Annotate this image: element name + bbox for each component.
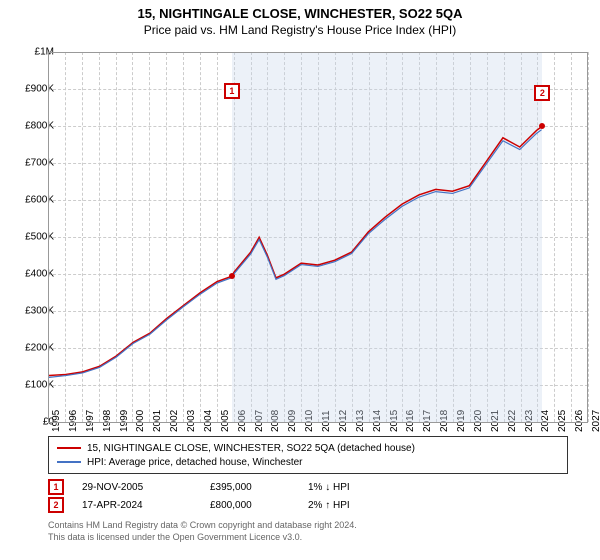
legend-row: HPI: Average price, detached house, Winc…: [57, 455, 559, 469]
tx-marker-icon: 2: [48, 497, 64, 513]
tx-price: £395,000: [210, 482, 290, 493]
container: 15, NIGHTINGALE CLOSE, WINCHESTER, SO22 …: [0, 0, 600, 560]
table-row: 1 29-NOV-2005 £395,000 1% ↓ HPI: [48, 478, 568, 496]
transaction-table: 1 29-NOV-2005 £395,000 1% ↓ HPI 2 17-APR…: [48, 478, 568, 514]
footer-line: Contains HM Land Registry data © Crown c…: [48, 520, 357, 532]
plot-svg: [48, 52, 588, 423]
chart-marker-icon: 2: [534, 85, 550, 101]
legend: 15, NIGHTINGALE CLOSE, WINCHESTER, SO22 …: [48, 436, 568, 474]
chart-area: 12: [48, 52, 588, 422]
legend-label: 15, NIGHTINGALE CLOSE, WINCHESTER, SO22 …: [87, 443, 415, 454]
footer: Contains HM Land Registry data © Crown c…: [48, 520, 357, 543]
tx-marker-icon: 1: [48, 479, 64, 495]
table-row: 2 17-APR-2024 £800,000 2% ↑ HPI: [48, 496, 568, 514]
tx-pct: 2% ↑ HPI: [308, 500, 398, 511]
data-point-dot: [539, 123, 545, 129]
legend-row: 15, NIGHTINGALE CLOSE, WINCHESTER, SO22 …: [57, 441, 559, 455]
x-tick-label: 2027: [591, 410, 600, 432]
tx-date: 29-NOV-2005: [82, 482, 192, 493]
data-point-dot: [229, 273, 235, 279]
chart-subtitle: Price paid vs. HM Land Registry's House …: [0, 21, 600, 37]
tx-pct: 1% ↓ HPI: [308, 482, 398, 493]
legend-swatch: [57, 461, 81, 463]
legend-label: HPI: Average price, detached house, Winc…: [87, 457, 303, 468]
chart-marker-icon: 1: [224, 83, 240, 99]
tx-price: £800,000: [210, 500, 290, 511]
legend-swatch: [57, 447, 81, 449]
tx-date: 17-APR-2024: [82, 500, 192, 511]
chart-title: 15, NIGHTINGALE CLOSE, WINCHESTER, SO22 …: [0, 0, 600, 21]
footer-line: This data is licensed under the Open Gov…: [48, 532, 357, 544]
